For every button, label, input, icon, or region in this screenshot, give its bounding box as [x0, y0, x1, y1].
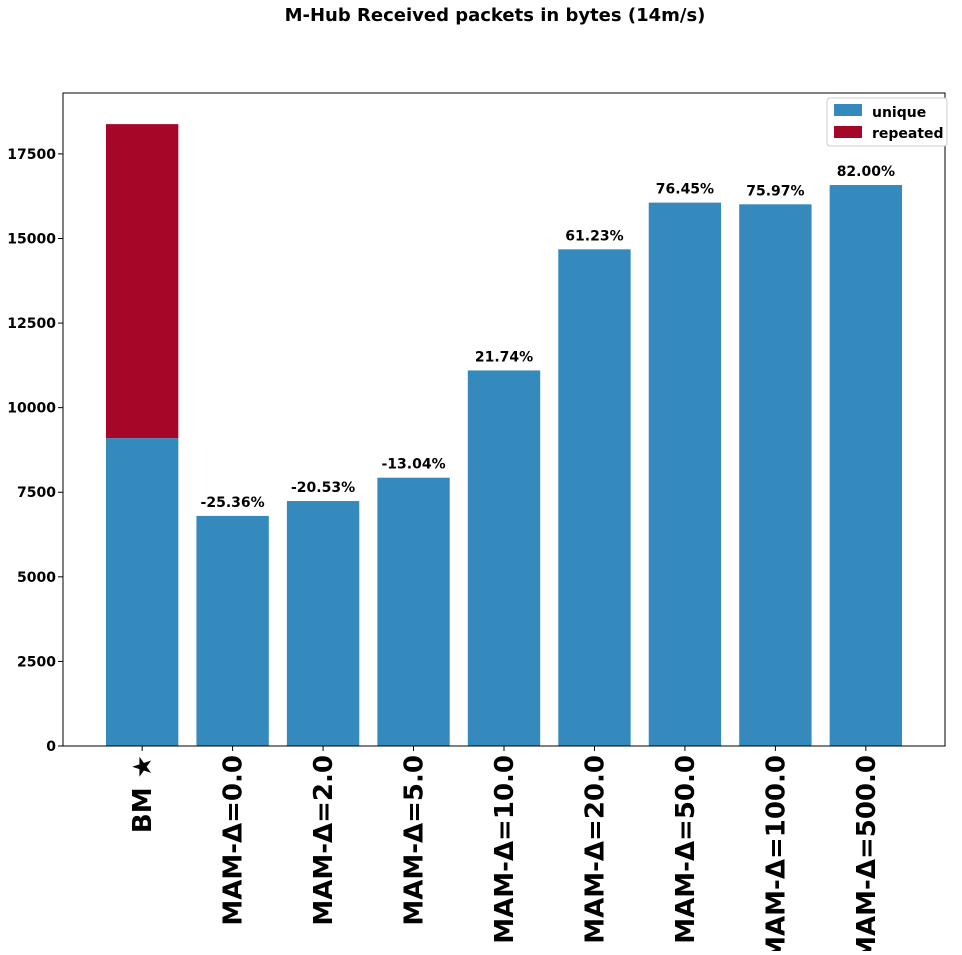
- chart-title: M-Hub Received packets in bytes (14m/s): [285, 5, 706, 26]
- data-label-5: 61.23%: [565, 228, 623, 244]
- data-labels-layer: -25.36% -20.53% -13.04% 21.74% 61.23% 76.45% 7…: [201, 164, 895, 511]
- y-tick-label: 2500: [17, 654, 56, 670]
- bar-unique-7: [739, 204, 812, 746]
- y-tick-label: 12500: [7, 316, 56, 332]
- legend-swatch-unique: [834, 104, 862, 116]
- x-axis: BM ★ MAM-Δ=0.0 MAM-Δ=2.0 MAM-Δ=5.0 MAM-Δ=10.…: [128, 746, 882, 955]
- bar-unique-1: [196, 515, 269, 746]
- legend: unique repeated: [826, 97, 948, 147]
- data-label-6: 76.45%: [656, 182, 714, 198]
- y-tick-label: 7500: [17, 485, 56, 501]
- x-tick-label: BM ★: [128, 755, 158, 833]
- data-label-8: 82.00%: [837, 164, 895, 180]
- y-tick-label: 10000: [7, 401, 56, 417]
- data-label-2: -20.53%: [291, 480, 355, 496]
- legend-swatch-repeated: [834, 126, 862, 138]
- bar-unique-5: [558, 249, 631, 746]
- x-tick-label: MAM-Δ=10.0: [490, 755, 520, 944]
- x-tick-label: MAM-Δ=50.0: [671, 755, 701, 944]
- x-tick-label: MAM-Δ=20.0: [580, 755, 610, 944]
- x-tick-label: MAM-Δ=100.0: [761, 755, 791, 951]
- bar-unique-0: [105, 438, 179, 746]
- y-tick-label: 5000: [17, 570, 56, 586]
- legend-label-unique: unique: [872, 105, 926, 121]
- bar-unique-6: [648, 202, 722, 746]
- data-label-4: 21.74%: [475, 349, 533, 365]
- x-tick-label: MAM-Δ=500.0: [852, 755, 882, 951]
- bar-unique-2: [286, 501, 360, 746]
- data-label-3: -13.04%: [381, 457, 445, 473]
- bar-unique-3: [377, 477, 450, 746]
- data-label-1: -25.36%: [201, 495, 265, 511]
- x-tick-label: MAM-Δ=5.0: [400, 755, 430, 926]
- x-tick-label: MAM-Δ=2.0: [309, 755, 339, 926]
- legend-label-repeated: repeated: [872, 126, 944, 142]
- bar-unique-8: [829, 185, 903, 746]
- bar-unique-4: [467, 370, 541, 746]
- bars-layer: [105, 124, 903, 746]
- data-label-7: 75.97%: [746, 183, 804, 199]
- bar-repeated-0: [105, 124, 179, 439]
- y-tick-label: 0: [46, 739, 56, 755]
- y-tick-label: 17500: [7, 147, 56, 163]
- y-tick-label: 15000: [7, 231, 56, 247]
- x-tick-label: MAM-Δ=0.0: [219, 755, 249, 926]
- y-axis: 0 2500 5000 7500 10000 12500 15000 17500: [7, 147, 63, 755]
